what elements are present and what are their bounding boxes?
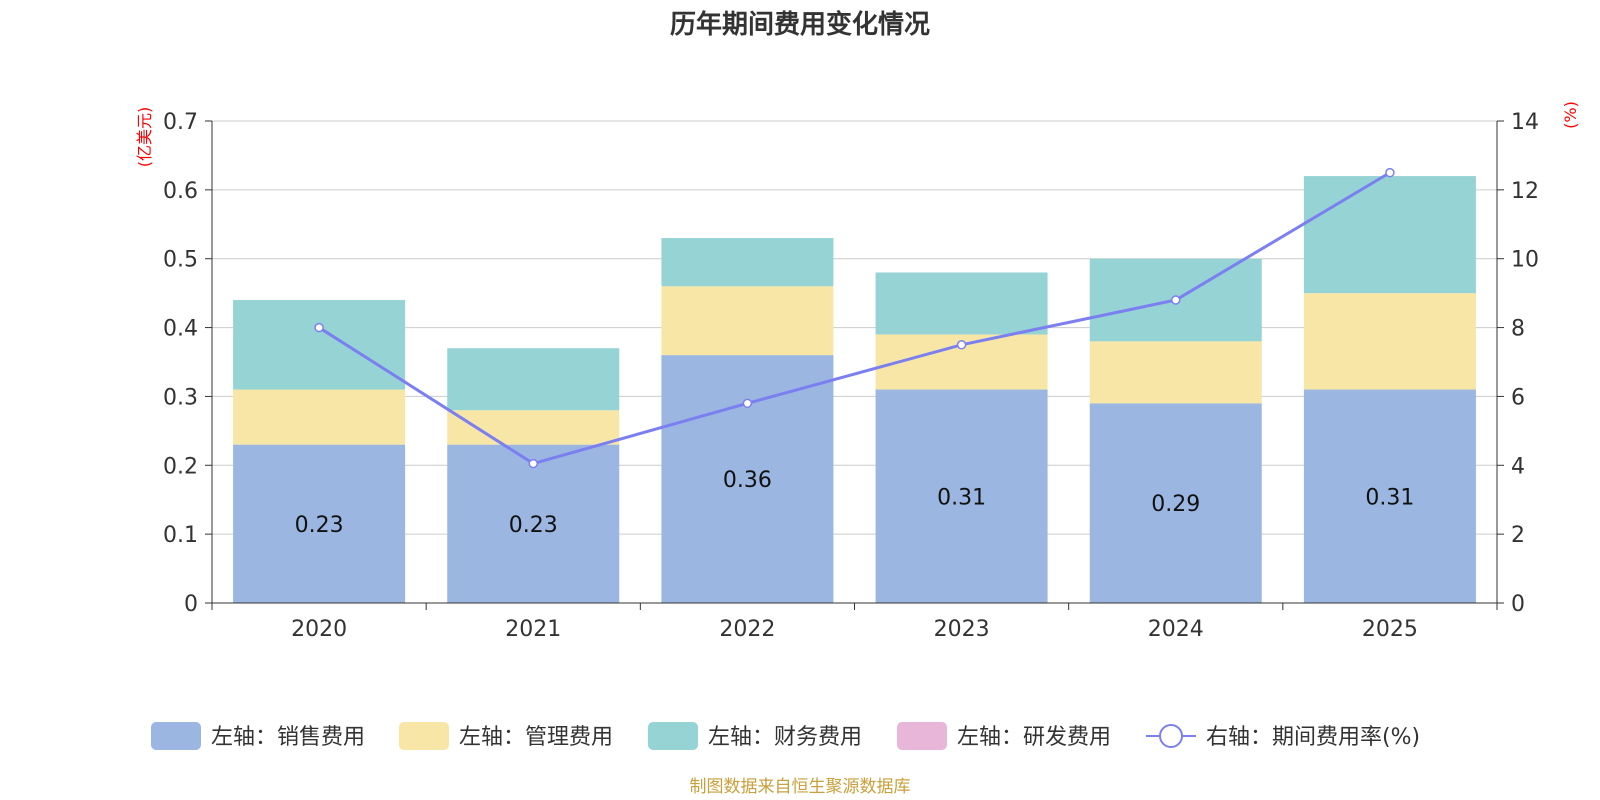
chart-title: 历年期间费用变化情况 [670, 9, 930, 40]
bar-segment [233, 389, 406, 445]
right-tick-label: 2 [1511, 523, 1525, 548]
bar-segment [1303, 389, 1476, 603]
bar-segment [1089, 341, 1262, 404]
legend-label: 左轴：研发费用 [957, 725, 1111, 750]
x-tick-label: 2023 [934, 617, 990, 642]
line-point [956, 340, 967, 350]
line-point [1385, 167, 1395, 178]
x-tick-label: 2022 [719, 617, 775, 642]
right-tick-label: 8 [1511, 317, 1525, 342]
bar-segment [447, 410, 620, 445]
legend: 左轴：销售费用 左轴：管理费用 左轴：财务费用 左轴：研发费用 右轴：期间费用率(%) [151, 722, 1420, 750]
legend-label: 左轴：销售费用 [211, 725, 365, 750]
left-tick-label: 0.6 [163, 179, 198, 204]
data-label: 0.31 [1365, 485, 1414, 510]
right-axis-unit: (%) [1561, 101, 1580, 129]
legend-swatch [897, 722, 947, 750]
bar-segment [447, 348, 620, 411]
legend-marker-icon [1159, 724, 1183, 748]
right-tick-label: 4 [1511, 454, 1525, 479]
legend-label: 右轴：期间费用率(%) [1206, 725, 1420, 750]
legend-swatch [399, 722, 449, 750]
source-note: 制图数据来自恒生聚源数据库 [690, 777, 911, 797]
left-tick-label: 0.3 [163, 385, 198, 410]
left-axis-unit: (亿美元) [135, 107, 154, 168]
left-tick-label: 0.4 [163, 317, 198, 342]
line-point [742, 398, 753, 409]
line-point [314, 322, 324, 333]
bar-segment [233, 444, 406, 603]
x-tick-label: 2021 [505, 617, 561, 642]
bar-segment [1303, 293, 1476, 390]
x-tick-label: 2024 [1148, 617, 1204, 642]
data-label: 0.23 [295, 513, 344, 538]
legend-label: 左轴：财务费用 [708, 725, 862, 750]
bar-segment [661, 238, 834, 287]
x-tick-label: 2025 [1362, 617, 1418, 642]
bar-segment [875, 272, 1048, 335]
bar-segment [661, 286, 834, 356]
line-point [528, 458, 538, 469]
legend-swatch [648, 722, 698, 750]
right-tick-label: 0 [1511, 592, 1525, 617]
line-layer [314, 167, 1395, 469]
line-point [1171, 295, 1181, 305]
bar-segment [875, 389, 1048, 603]
right-tick-label: 6 [1511, 385, 1525, 410]
right-tick-label: 10 [1511, 248, 1539, 273]
bars-layer: 0.23 0.23 0.36 0.31 0.29 0.31 [233, 176, 1476, 603]
right-tick-label: 14 [1511, 110, 1539, 135]
legend-label: 左轴：管理费用 [459, 725, 613, 750]
data-label: 0.29 [1151, 492, 1200, 517]
right-tick-label: 12 [1511, 179, 1539, 204]
bar-segment [233, 300, 406, 390]
data-label: 0.31 [937, 485, 986, 510]
data-label: 0.36 [723, 468, 772, 493]
data-label: 0.23 [509, 513, 558, 538]
line-series [318, 171, 1391, 466]
left-tick-label: 0 [184, 592, 198, 617]
left-tick-label: 0.7 [163, 110, 198, 135]
left-tick-label: 0.2 [163, 454, 198, 479]
left-tick-label: 0.5 [163, 248, 198, 273]
bar-segment [661, 355, 834, 603]
bar-segment [447, 444, 620, 603]
bar-segment [1089, 403, 1262, 603]
x-tick-label: 2020 [291, 617, 347, 642]
left-tick-label: 0.1 [163, 523, 198, 548]
legend-swatch [151, 722, 201, 750]
bar-segment [1303, 176, 1476, 294]
